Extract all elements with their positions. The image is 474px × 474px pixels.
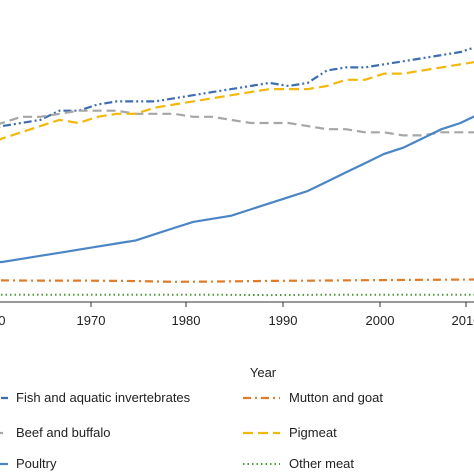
x-tick-label: 1970: [77, 313, 106, 328]
legend-label: Poultry: [16, 456, 57, 471]
series-line-2: [0, 109, 474, 137]
legend-label: Pigmeat: [289, 425, 337, 440]
x-tick-label: 2010: [452, 313, 474, 328]
legend-label: Mutton and goat: [289, 390, 383, 405]
x-tick-label: 1980: [172, 313, 201, 328]
series-layer: [0, 46, 474, 297]
series-line-0: [0, 46, 474, 128]
x-axis-label: Year: [250, 365, 277, 380]
legend-label: Other meat: [289, 456, 354, 471]
legend-label: Fish and aquatic invertebrates: [16, 390, 191, 405]
x-tick-label: 1960: [0, 313, 5, 328]
series-line-1: [0, 278, 474, 283]
x-tick-label: 2000: [366, 313, 395, 328]
legend: Fish and aquatic invertebrates Mutton and…: [0, 390, 383, 471]
x-axis: 1960 1970 1980 1990 2000 2010: [0, 301, 474, 328]
series-line-4: [0, 115, 474, 264]
x-tick-label: 1990: [269, 313, 298, 328]
legend-label: Beef and buffalo: [16, 425, 110, 440]
series-line-3: [0, 61, 474, 141]
